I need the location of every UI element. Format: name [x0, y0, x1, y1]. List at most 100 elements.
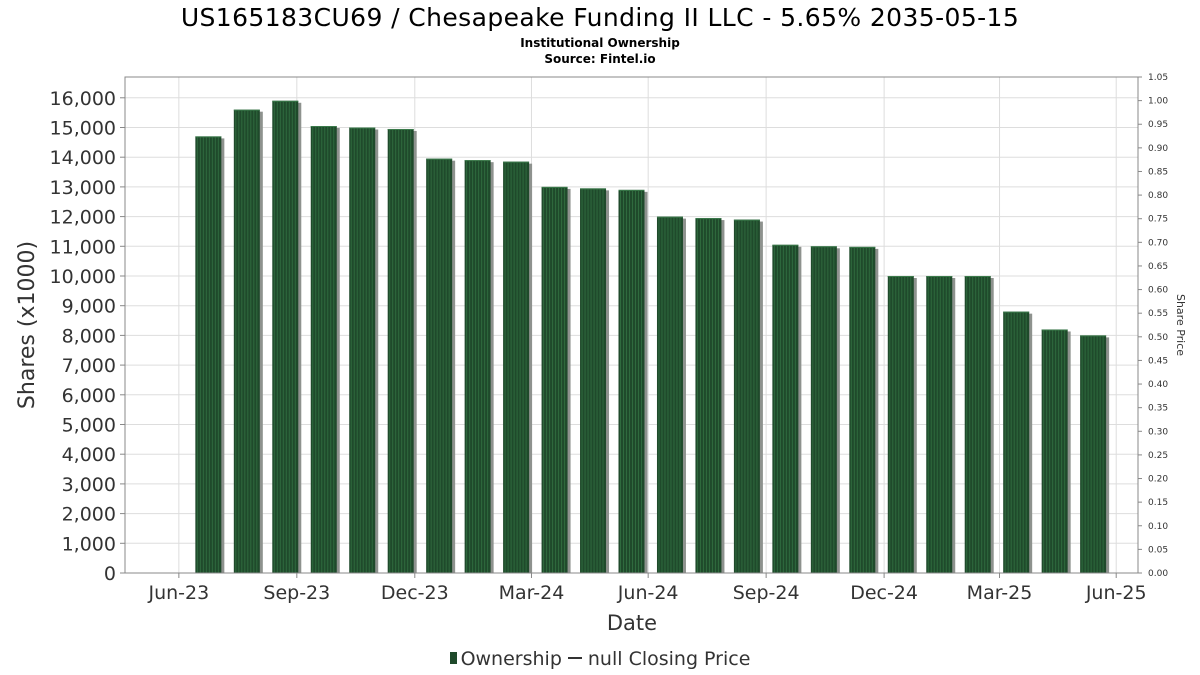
ownership-bar	[964, 275, 994, 573]
y-tick-label: 10,000	[50, 266, 116, 288]
x-tick-label: Jun-25	[1085, 582, 1147, 604]
ownership-bar	[464, 160, 494, 573]
bar-body	[1080, 335, 1107, 573]
ownership-bar	[733, 219, 763, 574]
ownership-bar	[926, 275, 956, 573]
bar-body	[1003, 311, 1030, 573]
bar-body	[926, 275, 953, 573]
bar-body	[233, 109, 260, 574]
bar-body	[887, 275, 914, 573]
bar-body	[772, 244, 799, 573]
y2-tick-label: 0.45	[1148, 356, 1168, 366]
ownership-bar	[195, 136, 225, 574]
y-tick-label: 4,000	[62, 444, 116, 466]
y2-tick-label: 0.60	[1148, 286, 1168, 296]
line-swatch-icon	[567, 656, 582, 659]
bar-body	[849, 246, 876, 573]
y2-tick-label: 0.25	[1148, 451, 1168, 461]
chart-subtitle: Institutional Ownership	[520, 36, 680, 50]
bar-body	[656, 216, 683, 573]
y-tick-label: 0	[104, 563, 116, 585]
bar-body	[349, 127, 376, 573]
ownership-bar	[387, 128, 417, 573]
y2-tick-label: 1.05	[1148, 73, 1168, 83]
ownership-bar	[349, 127, 379, 573]
chart-source: Source: Fintel.io	[544, 52, 656, 66]
y-tick-label: 16,000	[50, 88, 116, 110]
ownership-bar	[695, 218, 725, 573]
y2-tick-label: 0.90	[1148, 144, 1168, 154]
bar-body	[580, 188, 607, 573]
bar-body	[464, 160, 491, 573]
chart-title: US165183CU69 / Chesapeake Funding II LLC…	[180, 3, 1020, 32]
legend: Ownership null Closing Price	[0, 645, 1200, 672]
y2-tick-label: 0.75	[1148, 215, 1168, 225]
legend-ownership: Ownership	[449, 646, 562, 672]
y2-tick-label: 0.20	[1148, 475, 1168, 485]
y2-tick-label: 0.80	[1148, 191, 1168, 201]
x-tick-label: Sep-24	[733, 582, 800, 604]
bar-body	[195, 136, 222, 574]
bar-body	[618, 189, 645, 573]
y-tick-label: 15,000	[50, 117, 116, 139]
y2-tick-label: 0.15	[1148, 498, 1168, 508]
y-axis-title: Shares (x1000)	[15, 241, 40, 409]
legend-closing-price-label: null Closing Price	[587, 647, 751, 670]
ownership-bar	[1003, 311, 1033, 573]
legend-ownership-label: Ownership	[460, 647, 562, 670]
x-tick-label: Jun-24	[617, 582, 679, 604]
y-tick-label: 12,000	[50, 207, 116, 229]
ownership-bar	[272, 100, 302, 573]
y2-tick-label: 0.65	[1148, 262, 1168, 272]
y2-tick-label: 0.35	[1148, 404, 1168, 414]
ownership-bar	[772, 244, 802, 573]
y-tick-label: 2,000	[62, 504, 116, 526]
y2-tick-label: 0.50	[1148, 333, 1168, 343]
bar-body	[733, 219, 760, 574]
x-axis-title: Date	[607, 611, 657, 635]
bar-body	[810, 246, 837, 574]
bar-body	[695, 218, 722, 573]
legend-closing-price: null Closing Price	[562, 646, 751, 672]
ownership-bar	[1041, 329, 1071, 573]
x-tick-label: Mar-25	[967, 582, 1033, 604]
ownership-bar	[541, 186, 571, 573]
x-tick-label: Mar-24	[499, 582, 565, 604]
y-tick-label: 11,000	[50, 236, 116, 258]
ownership-bar	[810, 246, 840, 574]
y-tick-label: 13,000	[50, 177, 116, 199]
x-tick-label: Dec-24	[850, 582, 918, 604]
ownership-bar	[656, 216, 686, 573]
bar-body	[272, 100, 299, 573]
ownership-bars	[195, 100, 1110, 574]
bar-body	[387, 128, 414, 573]
y2-tick-label: 1.00	[1148, 97, 1168, 107]
y2-tick-label: 0.70	[1148, 238, 1168, 248]
bar-body	[310, 126, 337, 574]
bar-body	[503, 161, 530, 573]
y-tick-label: 1,000	[62, 533, 116, 555]
ownership-bar	[310, 126, 340, 574]
y-tick-label: 7,000	[62, 355, 116, 377]
x-tick-label: Sep-23	[263, 582, 330, 604]
y2-tick-label: 0.10	[1148, 522, 1168, 532]
y2-tick-label: 0.95	[1148, 120, 1168, 130]
y2-tick-label: 0.85	[1148, 167, 1168, 177]
y-tick-label: 9,000	[62, 296, 116, 318]
ownership-bar	[887, 275, 917, 573]
ownership-bar	[233, 109, 263, 574]
ownership-bar	[849, 246, 879, 573]
x-tick-label: Jun-23	[147, 582, 209, 604]
bar-body	[1041, 329, 1068, 573]
bar-body	[426, 158, 453, 574]
y2-tick-label: 0.40	[1148, 380, 1168, 390]
ownership-bar	[426, 158, 456, 574]
axes: 0 1,000 2,000 3,000 4,000 5,000 6,000 7,000 8,00…	[50, 73, 1169, 604]
y2-tick-label: 0.05	[1148, 545, 1168, 555]
y-tick-label: 6,000	[62, 385, 116, 407]
ownership-bar	[618, 189, 648, 573]
y-tick-label: 5,000	[62, 414, 116, 436]
ownership-bar	[1080, 335, 1110, 573]
plot-frame	[124, 76, 1139, 574]
